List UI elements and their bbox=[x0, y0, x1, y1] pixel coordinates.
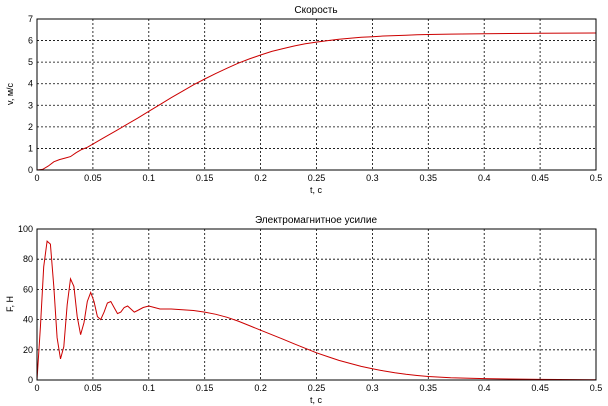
y-tick-label: 100 bbox=[18, 224, 33, 234]
y-tick-label: 2 bbox=[28, 122, 33, 132]
x-tick-label: 0.45 bbox=[531, 383, 549, 393]
x-tick-label: 0.35 bbox=[420, 383, 438, 393]
y-tick-label: 1 bbox=[28, 143, 33, 153]
y-tick-label: 5 bbox=[28, 57, 33, 67]
y-axis-label: v, м/с bbox=[5, 82, 15, 105]
x-tick-label: 0.5 bbox=[590, 383, 603, 393]
x-axis-label: t, c bbox=[310, 395, 323, 405]
x-tick-label: 0.4 bbox=[478, 383, 491, 393]
y-axis-label: F, H bbox=[5, 296, 15, 312]
x-axis-label: t, c bbox=[310, 185, 323, 195]
x-tick-label: 0.2 bbox=[254, 383, 267, 393]
x-tick-label: 0.15 bbox=[196, 383, 214, 393]
x-tick-label: 0.45 bbox=[531, 173, 549, 183]
x-tick-label: 0.05 bbox=[84, 383, 102, 393]
x-tick-label: 0 bbox=[34, 173, 39, 183]
y-tick-label: 20 bbox=[23, 345, 33, 355]
x-tick-label: 0.4 bbox=[478, 173, 491, 183]
x-tick-label: 0.1 bbox=[143, 173, 156, 183]
y-tick-label: 40 bbox=[23, 315, 33, 325]
x-tick-label: 0.25 bbox=[308, 383, 326, 393]
chart-title: Скорость bbox=[294, 5, 337, 16]
x-tick-label: 0.05 bbox=[84, 173, 102, 183]
x-tick-label: 0.3 bbox=[366, 383, 379, 393]
x-tick-label: 0.5 bbox=[590, 173, 603, 183]
x-tick-label: 0.1 bbox=[143, 383, 156, 393]
x-tick-label: 0.35 bbox=[420, 173, 438, 183]
plot-frame bbox=[36, 18, 597, 171]
x-tick-label: 0.3 bbox=[366, 173, 379, 183]
y-tick-label: 0 bbox=[28, 375, 33, 385]
x-tick-label: 0.25 bbox=[308, 173, 326, 183]
y-tick-label: 80 bbox=[23, 254, 33, 264]
y-tick-label: 3 bbox=[28, 100, 33, 110]
x-tick-label: 0.2 bbox=[254, 173, 267, 183]
y-tick-label: 4 bbox=[28, 79, 33, 89]
series-line bbox=[36, 32, 597, 171]
x-tick-label: 0 bbox=[34, 383, 39, 393]
plot-frame bbox=[36, 228, 597, 381]
x-tick-label: 0.15 bbox=[196, 173, 214, 183]
chart-force: Электромагнитное усилие 0 0.05 0.1 0.15 0.2 0… bbox=[5, 215, 602, 405]
series-line bbox=[36, 240, 597, 381]
y-tick-label: 6 bbox=[28, 36, 33, 46]
y-tick-label: 60 bbox=[23, 284, 33, 294]
chart-velocity: Скорость 0 0.05 0.1 0.15 0.2 0.25 0.3 0.35 0.4 0.… bbox=[5, 5, 602, 195]
y-tick-label: 7 bbox=[28, 14, 33, 24]
y-tick-label: 0 bbox=[28, 165, 33, 175]
chart-title: Электромагнитное усилие bbox=[255, 215, 378, 226]
